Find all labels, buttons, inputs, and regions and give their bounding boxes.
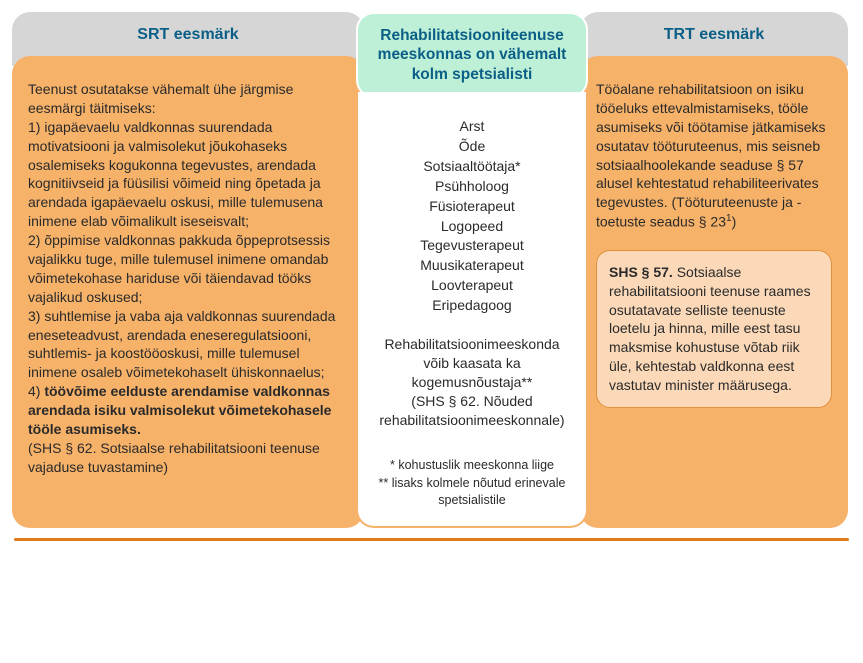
left-p1: 1) igapäevaelu valdkonnas suurendada mot… (28, 118, 348, 231)
footnote-2: ** lisaks kolmele nõutud erinevale spets… (374, 475, 570, 510)
left-p4-prefix: 4) (28, 383, 44, 399)
specialist-item: Füsioterapeut (374, 197, 570, 216)
middle-column: Rehabilitatsiooniteenuse meeskonnas on v… (356, 12, 588, 528)
specialist-item: Psühholoog (374, 177, 570, 196)
right-title: TRT eesmärk (664, 26, 765, 43)
left-p3: 3) suhtlemise ja vaba aja valdkonnas suu… (28, 307, 348, 383)
middle-header: Rehabilitatsiooniteenuse meeskonnas on v… (356, 12, 588, 98)
left-ref: (SHS § 62. Sotsiaalse rehabilitatsiooni … (28, 439, 348, 477)
specialist-item: Sotsiaaltöötaja* (374, 157, 570, 176)
middle-footnotes: * kohustuslik meeskonna liige ** lisaks … (374, 457, 570, 510)
middle-note2: (SHS § 62. Nõuded rehabilitatsiooni­mees… (374, 392, 570, 430)
specialist-item: Eripedagoog (374, 296, 570, 315)
left-p4: 4) töövõime eelduste arendamise valdkonn… (28, 382, 348, 439)
specialist-item: Õde (374, 137, 570, 156)
specialist-list: Arst Õde Sotsiaaltöötaja* Psühholoog Füs… (374, 117, 570, 315)
middle-note1: Rehabilitatsioonimees­konda võib kaasata… (374, 335, 570, 392)
footnote-1: * kohustuslik meeskonna liige (374, 457, 570, 475)
left-p4-bold: töövõime eelduste arendamise valdkonnas … (28, 383, 331, 437)
right-body: Tööalane rehabilitatsioon on isiku tööel… (580, 56, 848, 528)
left-intro: Teenust osutatakse vähemalt ühe järgmise… (28, 80, 348, 118)
law-rest: Sotsiaalse rehabilitatsiooni teenuse raa… (609, 264, 811, 393)
specialist-item: Tegevusterapeut (374, 236, 570, 255)
law-bold: SHS § 57. (609, 264, 673, 280)
left-p2: 2) õppimise valdkonnas pakkuda õppeprots… (28, 231, 348, 307)
law-reference-box: SHS § 57. Sotsiaalse rehabilitatsiooni t… (596, 250, 832, 408)
middle-body: Arst Õde Sotsiaaltöötaja* Psühholoog Füs… (356, 92, 588, 528)
right-column: TRT eesmärk Tööalane rehabilitatsioon on… (580, 12, 848, 528)
left-title: SRT eesmärk (137, 26, 238, 43)
middle-title: Rehabilitatsiooniteenuse meeskonnas on v… (378, 27, 567, 83)
specialist-item: Muusikaterapeut (374, 256, 570, 275)
right-body-post: ) (732, 214, 737, 230)
right-body-pre: Tööalane rehabilitatsioon on isiku tööel… (596, 81, 826, 230)
three-column-layout: SRT eesmärk Teenust osutatakse vähemalt … (12, 12, 851, 528)
left-body: Teenust osutatakse vähemalt ühe järgmise… (12, 56, 364, 528)
right-paragraph: Tööalane rehabilitatsioon on isiku tööel… (596, 80, 832, 232)
bottom-rule (14, 538, 849, 541)
specialist-item: Logopeed (374, 217, 570, 236)
specialist-item: Arst (374, 117, 570, 136)
specialist-item: Loovterapeut (374, 276, 570, 295)
left-column: SRT eesmärk Teenust osutatakse vähemalt … (12, 12, 364, 528)
